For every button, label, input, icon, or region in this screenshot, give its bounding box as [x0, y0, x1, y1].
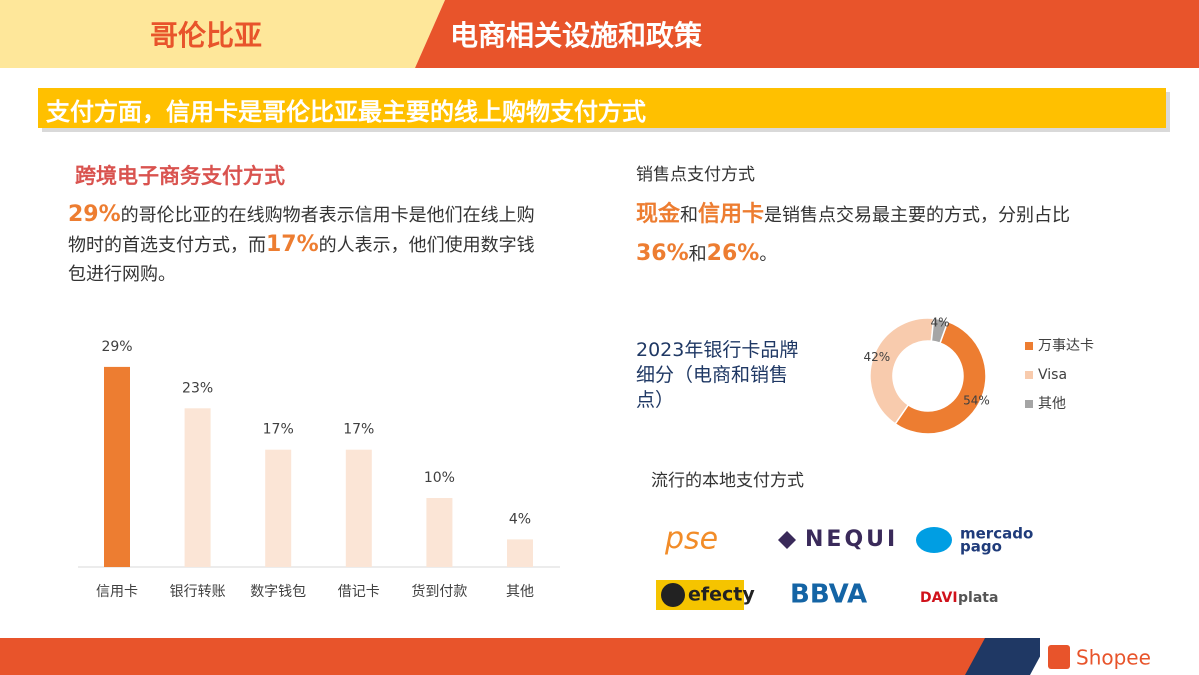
logo-text: DAVI — [920, 590, 958, 606]
x-tick-label: 数字钱包 — [250, 584, 306, 600]
legend-label: 其他 — [1038, 396, 1066, 412]
pie-slice — [930, 317, 949, 345]
value-label: 29% — [101, 339, 132, 355]
left-paragraph: 29%的哥伦比亚的在线购物者表示信用卡是他们在线上购物时的首选支付方式，而17%… — [68, 200, 548, 289]
bar — [426, 498, 453, 567]
value-label: 4% — [509, 511, 531, 527]
pie-title: 2023年银行卡品牌细分（电商和销售点） — [636, 339, 799, 411]
text-run: 的人表示，他们使用数字钱包进行网购。 — [68, 235, 535, 285]
logo-text: pago — [960, 538, 1002, 556]
bar — [104, 366, 130, 567]
mercado-icon — [916, 527, 952, 553]
bar — [265, 449, 292, 567]
highlight: 26% — [706, 241, 760, 266]
right-paragraph: 现金和信用卡是销售点交易最主要的方式，分别占比36%和26%。 — [636, 196, 1096, 274]
bar — [345, 449, 372, 567]
nequi-icon — [778, 531, 796, 549]
right-title: 销售点支付方式 — [636, 165, 755, 185]
pie-slice — [894, 320, 987, 435]
legend-swatch — [1025, 371, 1033, 379]
banner-text: 支付方面，信用卡是哥伦比亚最主要的线上购物支付方式 — [46, 98, 646, 126]
banner — [38, 88, 1166, 128]
value-label: 4% — [931, 315, 950, 329]
text-run: 是销售点交易最主要的方式，分别占比 — [764, 205, 1071, 226]
legend-swatch — [1025, 400, 1033, 408]
efecty-icon — [661, 583, 685, 607]
footer-logo: Shopee — [1076, 646, 1151, 670]
value-label: 17% — [343, 422, 374, 438]
shopee-bag — [1048, 645, 1070, 669]
header-topic: 电商相关设施和政策 — [450, 19, 703, 52]
x-tick-label: 信用卡 — [96, 584, 138, 600]
highlight: 29% — [68, 202, 121, 227]
pie-slice — [869, 317, 935, 425]
value-label: 17% — [263, 422, 294, 438]
x-tick-label: 银行转账 — [170, 584, 226, 600]
logo-text: mercado — [960, 525, 1033, 543]
value-label: 10% — [424, 470, 455, 486]
legend-swatch — [1025, 342, 1033, 350]
x-tick-label: 借记卡 — [338, 584, 380, 600]
logo-text: BBVA — [790, 580, 867, 610]
x-tick-label: 货到付款 — [411, 583, 467, 600]
value-label: 23% — [182, 380, 213, 396]
header-right — [415, 0, 1199, 68]
highlight: 17% — [266, 232, 319, 257]
text-run: 和 — [688, 244, 707, 265]
header-left — [0, 0, 445, 68]
text-run: 和 — [680, 205, 699, 226]
logo-text: NEQUI — [805, 527, 898, 552]
x-tick-label: 其他 — [506, 584, 534, 600]
highlight: 现金 — [636, 202, 681, 227]
left-title: 跨境电子商务支付方式 — [75, 164, 285, 188]
logos-title: 流行的本地支付方式 — [651, 471, 804, 491]
highlight: 36% — [636, 241, 689, 266]
legend-label: 万事达卡 — [1038, 338, 1094, 354]
value-label: 42% — [863, 350, 890, 364]
text-run: 。 — [759, 244, 778, 265]
logo-text: efecty — [688, 584, 755, 606]
logo-text: pse — [664, 522, 718, 557]
logo-text: plata — [958, 590, 998, 606]
legend-label: Visa — [1038, 367, 1067, 383]
text-run: 的哥伦比亚的在线购物者表示信用卡是他们在线上购物时的首选支付方式，而 — [68, 205, 535, 256]
bar — [507, 539, 533, 567]
footer-strip — [0, 638, 985, 675]
footer-accent — [965, 638, 1050, 675]
highlight: 信用卡 — [698, 202, 765, 227]
value-label: 54% — [963, 393, 990, 407]
bar — [184, 408, 211, 567]
header-country: 哥伦比亚 — [150, 19, 263, 52]
